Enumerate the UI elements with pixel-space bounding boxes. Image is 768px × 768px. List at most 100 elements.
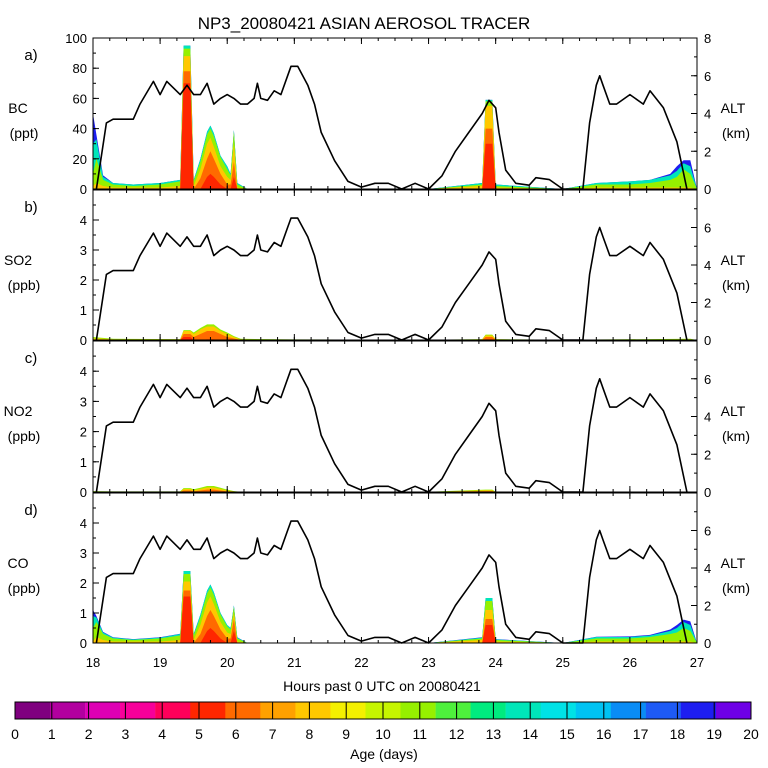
colorbar-tick-label: 7 (269, 726, 277, 742)
panel-d-ylabel: CO (8, 555, 29, 571)
panel-a-alt-tick-label: 6 (704, 69, 711, 84)
colorbar-tick-label: 14 (522, 726, 538, 742)
panel-a-tracer-layer (93, 83, 697, 189)
panel-a-alt-tick-label: 2 (704, 144, 711, 159)
panel-a: 0 20 40 60 80 100 0 2 4 6 8 a) BC (ppt) ALT (km) (8, 31, 750, 197)
panel-c-y-tick-label: 0 (80, 485, 87, 500)
panel-d-alt-tick-label: 6 (704, 524, 711, 539)
colorbar-tick-label: 8 (306, 726, 314, 742)
colorbar-tick-label: 0 (11, 726, 19, 742)
x-tick-label: 23 (421, 655, 435, 670)
panel-b-alt-tick-label: 2 (704, 296, 711, 311)
colorbar-tick-label: 2 (85, 726, 93, 742)
panel-b-yunit: (ppb) (8, 277, 41, 293)
colorbar-tick-label: 9 (342, 726, 350, 742)
panel-d: 0 1 2 3 4 0 2 4 6 d) CO (ppb) ALT (km) (8, 492, 750, 651)
panel-b-alt-tick-label: 0 (704, 333, 711, 348)
panel-c-alt-tick-label: 0 (704, 485, 711, 500)
panel-d-tracer-layer (93, 596, 697, 643)
panel-b-altitude-line (95, 217, 688, 341)
colorbar-swatch (225, 702, 261, 719)
colorbar-tick-label: 11 (413, 726, 428, 742)
panel-d-alt-label: ALT (721, 555, 746, 571)
panel-a-altitude-line (95, 65, 688, 190)
colorbar-swatch (645, 702, 682, 719)
panel-b-y-tick-label: 0 (80, 333, 87, 348)
panel-d-y-tick-label: 1 (80, 606, 87, 621)
panel-a-alt-tick-label: 4 (704, 107, 711, 122)
panel-b-y-tick-label: 3 (80, 243, 87, 258)
panel-b-letter: b) (24, 199, 37, 216)
panel-b-alt-tick-label: 4 (704, 258, 711, 273)
panel-d-alt-tick-label: 4 (704, 561, 711, 576)
panel-d-alt-tick-label: 0 (704, 636, 711, 651)
colorbar-tick-label: 10 (375, 726, 391, 742)
panel-d-letter: d) (24, 502, 37, 519)
panel-d-y-tick-label: 0 (80, 636, 87, 651)
chart-title: NP3_20080421 ASIAN AEROSOL TRACER (198, 14, 531, 33)
colorbar-tick-label: 6 (232, 726, 240, 742)
panel-b-frame (92, 189, 698, 341)
panel-a-alt-tick-label: 0 (704, 182, 711, 197)
colorbar-swatch (505, 702, 541, 719)
x-tick-label: 19 (153, 655, 167, 670)
colorbar-swatch (716, 702, 752, 719)
x-tick-label: 21 (287, 655, 301, 670)
colorbar-swatch (575, 702, 612, 719)
x-tick-label: 26 (623, 655, 637, 670)
panel-b-tracer-layer (93, 331, 697, 340)
panel-d-y-tick-label: 2 (80, 576, 87, 591)
colorbar-tick-label: 5 (195, 726, 203, 742)
x-tick-label: 22 (354, 655, 368, 670)
colorbar-swatch (295, 702, 331, 719)
panel-c-y-tick-label: 4 (80, 364, 87, 379)
colorbar-swatch (50, 702, 86, 719)
colorbar-tick-label: 18 (670, 726, 686, 742)
panel-d-y-tick-label: 3 (80, 546, 87, 561)
panel-c-y-tick-label: 2 (80, 425, 87, 440)
panel-a-alt-tick-label: 8 (704, 31, 711, 46)
panel-a-y-tick-label: 60 (73, 91, 87, 106)
panel-c-alt-unit: (km) (722, 428, 750, 444)
colorbar-swatch (400, 702, 436, 719)
panel-c: 0 1 2 3 4 0 2 4 6 c) NO2 (ppb) ALT (km) (4, 340, 750, 500)
x-axis-label: Hours past 0 UTC on 20080421 (283, 678, 481, 694)
panel-a-alt-unit: (km) (722, 125, 750, 141)
colorbar-tick-label: 19 (706, 726, 722, 742)
x-tick-label: 18 (86, 655, 100, 670)
colorbar-label: Age (days) (350, 746, 418, 762)
panel-a-y-tick-label: 80 (73, 61, 87, 76)
colorbar-swatch (680, 702, 717, 719)
panel-b-y-tick-label: 2 (80, 273, 87, 288)
colorbar-swatch (330, 702, 366, 719)
panel-d-tracer-layer (93, 581, 697, 643)
x-tick-label: 25 (556, 655, 570, 670)
colorbar-tick-label: 13 (486, 726, 502, 742)
colorbar-swatch (190, 702, 226, 719)
panel-c-alt-tick-label: 4 (704, 410, 711, 425)
panel-b-y-tick-label: 1 (80, 303, 87, 318)
panel-c-alt-label: ALT (721, 403, 746, 419)
colorbar-swatch (15, 702, 51, 719)
colorbar-tick-label: 16 (596, 726, 612, 742)
panel-c-y-tick-label: 1 (80, 455, 87, 470)
panel-d-tracer-layer (93, 590, 697, 643)
panel-c-tracer-layer (93, 489, 697, 492)
x-tick-label: 20 (220, 655, 234, 670)
panel-b: 0 1 2 3 4 0 2 4 6 b) SO2 (ppb) ALT (km) (4, 189, 750, 348)
panels-group: 02040608010002468a)BC(ppt)ALT(km)0123402… (4, 31, 750, 670)
panel-a-y-tick-label: 100 (65, 31, 87, 46)
colorbar-tick-label: 4 (158, 726, 166, 742)
colorbar-tick-label: 1 (48, 726, 56, 742)
panel-a-alt-label: ALT (721, 100, 746, 116)
colorbar-swatch (540, 702, 576, 719)
colorbar-swatch (85, 702, 121, 719)
panel-c-frame (92, 340, 698, 493)
panel-b-alt-label: ALT (721, 252, 746, 268)
panel-b-alt-unit: (km) (722, 277, 750, 293)
panel-c-yunit: (ppb) (8, 428, 41, 444)
colorbar: 0 1 2 3 4 5 6 7 8 9 10 11 12 13 14 15 16 17 18 19 20 (11, 701, 759, 742)
panel-c-alt-tick-label: 6 (704, 372, 711, 387)
panel-d-alt-unit: (km) (722, 580, 750, 596)
panel-d-altitude-line (95, 520, 688, 644)
